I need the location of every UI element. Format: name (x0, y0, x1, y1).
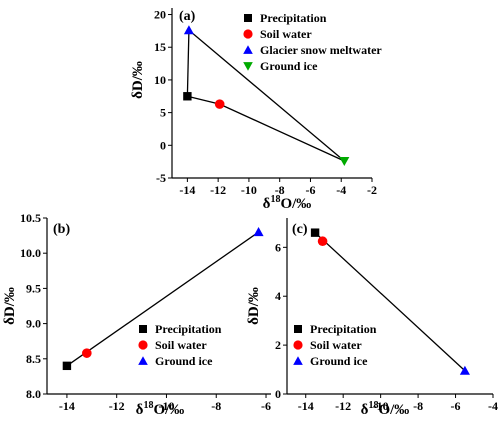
x-axis-label: δ18O/‰ (136, 400, 185, 418)
x-axis-label-sup: 18 (368, 400, 378, 411)
x-axis-label-rest: O/‰ (280, 196, 311, 212)
y-tick-label: 2 (275, 338, 281, 352)
panel-label: (b) (53, 222, 70, 237)
y-tick-label: -5 (156, 171, 166, 185)
data-point-soil-water (214, 99, 225, 109)
y-tick-label: 8.0 (26, 387, 41, 401)
series-line (188, 29, 345, 162)
x-tick-label: -12 (210, 183, 226, 197)
y-tick-label: 9.0 (26, 317, 41, 331)
data-point-soil-water (82, 348, 92, 358)
x-axis-label: δ18O/‰ (361, 400, 410, 418)
legend-label: Ground ice (155, 354, 213, 368)
panel-b: -14 -12 -10 -8 -6 8.0 8.5 9.0 9.5 10.0 10.5 (b) δ18O… (2, 211, 271, 418)
panel-label: (c) (292, 222, 308, 237)
legend-label: Precipitation (310, 322, 377, 336)
data-point-precipitation (62, 361, 72, 371)
y-tick-label: 4 (275, 289, 281, 303)
legend: Precipitation Soil water Ground ice (293, 322, 377, 368)
y-tick-label: 15 (154, 40, 166, 54)
x-tick-label: -4 (488, 399, 498, 413)
x-tick-label: -8 (275, 183, 285, 197)
data-point-ground-ice (253, 227, 264, 237)
legend-label: Soil water (310, 338, 362, 352)
legend-marker (243, 29, 253, 39)
x-tick-label: -10 (158, 399, 174, 413)
x-axis-label-rest: O/‰ (153, 402, 184, 418)
y-tick-label: 20 (154, 8, 166, 22)
x-tick-label: -10 (241, 183, 257, 197)
legend-marker (244, 14, 252, 22)
legend: Precipitation Soil water Glacier snow melt… (243, 11, 382, 73)
x-axis-label-delta: δ (361, 402, 369, 418)
legend-marker (243, 62, 253, 71)
data-point-precipitation (310, 228, 320, 237)
x-tick-label: -12 (109, 399, 125, 413)
y-tick-label: 9.5 (26, 281, 41, 295)
x-tick-label: -14 (179, 183, 195, 197)
legend-label: Ground ice (260, 59, 318, 73)
y-tick-label: 0 (275, 387, 281, 401)
data-point-glacier-snow-meltwater (183, 25, 194, 35)
x-tick-label: -14 (298, 399, 314, 413)
series-line (314, 232, 466, 372)
x-axis-label: δ18O/‰ (263, 194, 312, 212)
legend-marker (293, 340, 303, 350)
legend-label: Glacier snow meltwater (260, 43, 382, 57)
x-tick-label: -4 (336, 183, 346, 197)
x-axis-label-rest: O/‰ (378, 402, 409, 418)
x-axis-label-delta: δ (263, 196, 271, 212)
x-axis-label-delta: δ (136, 402, 144, 418)
series-line (186, 30, 190, 97)
data-point-precipitation (183, 92, 192, 101)
y-tick-label: 10.0 (20, 246, 41, 260)
y-tick-label: 6 (275, 240, 281, 254)
y-tick-label: 8.5 (26, 352, 41, 366)
legend-marker (139, 325, 147, 333)
series-line (66, 231, 259, 367)
legend-marker (138, 356, 148, 365)
legend-marker (138, 340, 148, 350)
y-tick-label: 5 (160, 106, 166, 120)
y-tick-label: 0 (160, 138, 166, 152)
y-axis-label: δD/‰ (2, 287, 18, 325)
x-tick-label: -14 (59, 399, 75, 413)
data-point-soil-water (317, 236, 328, 247)
legend-marker (293, 356, 303, 365)
legend: Precipitation Soil water Ground ice (138, 322, 222, 368)
legend-label: Precipitation (260, 11, 327, 25)
data-point-ground-ice (339, 156, 350, 167)
x-tick-label: -10 (373, 399, 389, 413)
panel-a: -14 -12 -10 -8 -6 -4 -2 -5 0 5 10 15 20 (a) δ18O/‰ δD/‰… (130, 8, 382, 212)
legend-label: Soil water (260, 27, 312, 41)
x-tick-label: -6 (451, 399, 461, 413)
x-tick-label: -6 (261, 399, 271, 413)
y-axis-label: δD/‰ (246, 287, 262, 325)
x-axis-label-sup: 18 (143, 400, 153, 411)
y-axis-label: δD/‰ (130, 61, 146, 99)
y-tick-label: 10 (154, 73, 166, 87)
x-tick-label: -8 (211, 399, 221, 413)
legend-marker (243, 45, 253, 54)
legend-label: Precipitation (155, 322, 222, 336)
panel-label: (a) (179, 9, 196, 24)
legend-label: Ground ice (310, 354, 368, 368)
x-axis-label-sup: 18 (270, 194, 280, 205)
panel-c: -14 -12 -10 -8 -6 -4 0 2 4 6 (c) δ18O/‰ δD/‰ Precipit… (246, 218, 498, 418)
legend-marker (294, 325, 302, 333)
x-tick-label: -6 (305, 183, 315, 197)
legend-label: Soil water (155, 338, 207, 352)
series-line (187, 95, 345, 162)
x-tick-label: -8 (413, 399, 423, 413)
x-tick-label: -2 (367, 183, 377, 197)
x-tick-label: -12 (335, 399, 351, 413)
y-tick-label: 10.5 (20, 211, 41, 225)
data-point-ground-ice (459, 365, 470, 375)
